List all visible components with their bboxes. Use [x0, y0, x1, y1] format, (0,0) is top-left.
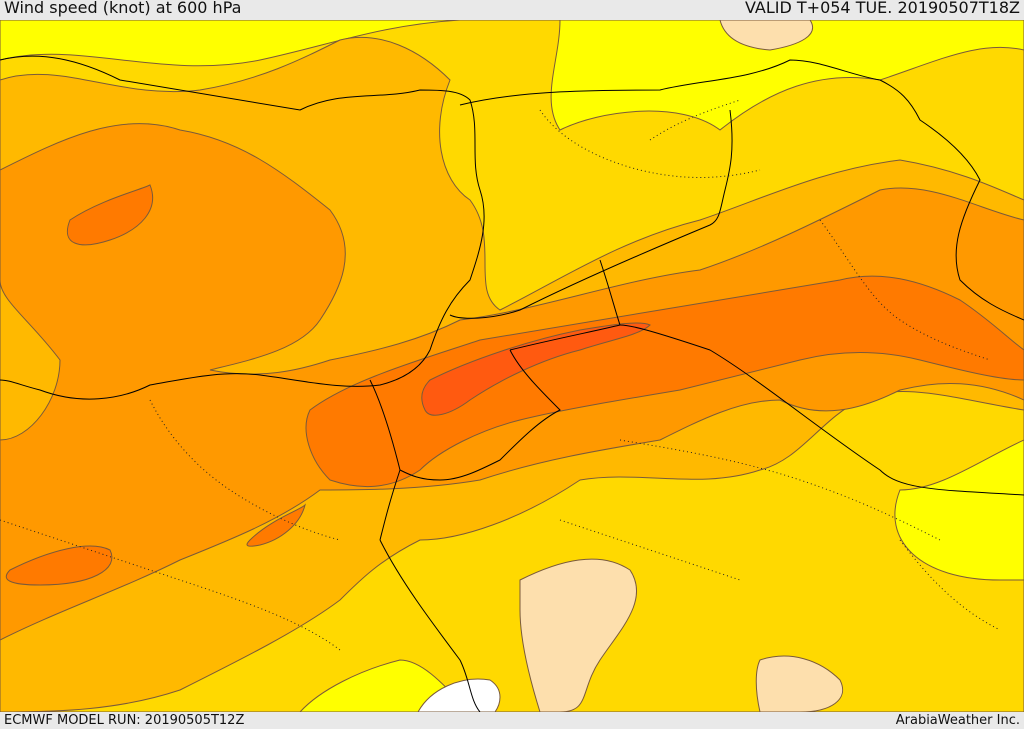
- no-data-area: [417, 678, 501, 712]
- valid-time: VALID T+054 TUE. 20190507T18Z: [744, 0, 1020, 17]
- admin-line-5: [819, 219, 991, 361]
- wind-speed-map: [0, 20, 1024, 712]
- credit: ArabiaWeather Inc.: [895, 713, 1020, 728]
- border-line-1: [459, 59, 881, 106]
- border-line-3: [599, 259, 1024, 496]
- fill-level-5-patch-west: [67, 184, 154, 246]
- map-footer: ECMWF MODEL RUN: 20190505T12Z ArabiaWeat…: [0, 712, 1024, 729]
- border-line-8: [879, 79, 1024, 321]
- border-line-6: [369, 379, 401, 541]
- border-line-7: [379, 539, 481, 712]
- map-header: Wind speed (knot) at 600 hPa VALID T+054…: [0, 0, 1024, 20]
- fill-level-5-patch-south-2: [246, 503, 306, 547]
- map-title: Wind speed (knot) at 600 hPa: [4, 0, 242, 17]
- model-run: ECMWF MODEL RUN: 20190505T12Z: [4, 713, 245, 728]
- admin-line-7: [899, 539, 1001, 631]
- fill-lightest-patch-southeast: [755, 655, 843, 712]
- admin-line-2: [149, 399, 341, 541]
- coastline-line: [0, 55, 485, 400]
- fill-lightest-patch-north: [719, 20, 813, 51]
- fill-level-5-patch-south: [5, 545, 113, 586]
- border-line-4: [509, 324, 621, 351]
- border-line-5: [399, 349, 561, 481]
- fill-lightest-patch-south: [519, 558, 637, 712]
- border-line-2: [449, 109, 733, 319]
- fill-level-6-core: [421, 322, 651, 416]
- fill-level-5-band: [305, 275, 1024, 488]
- admin-line-3: [619, 439, 941, 541]
